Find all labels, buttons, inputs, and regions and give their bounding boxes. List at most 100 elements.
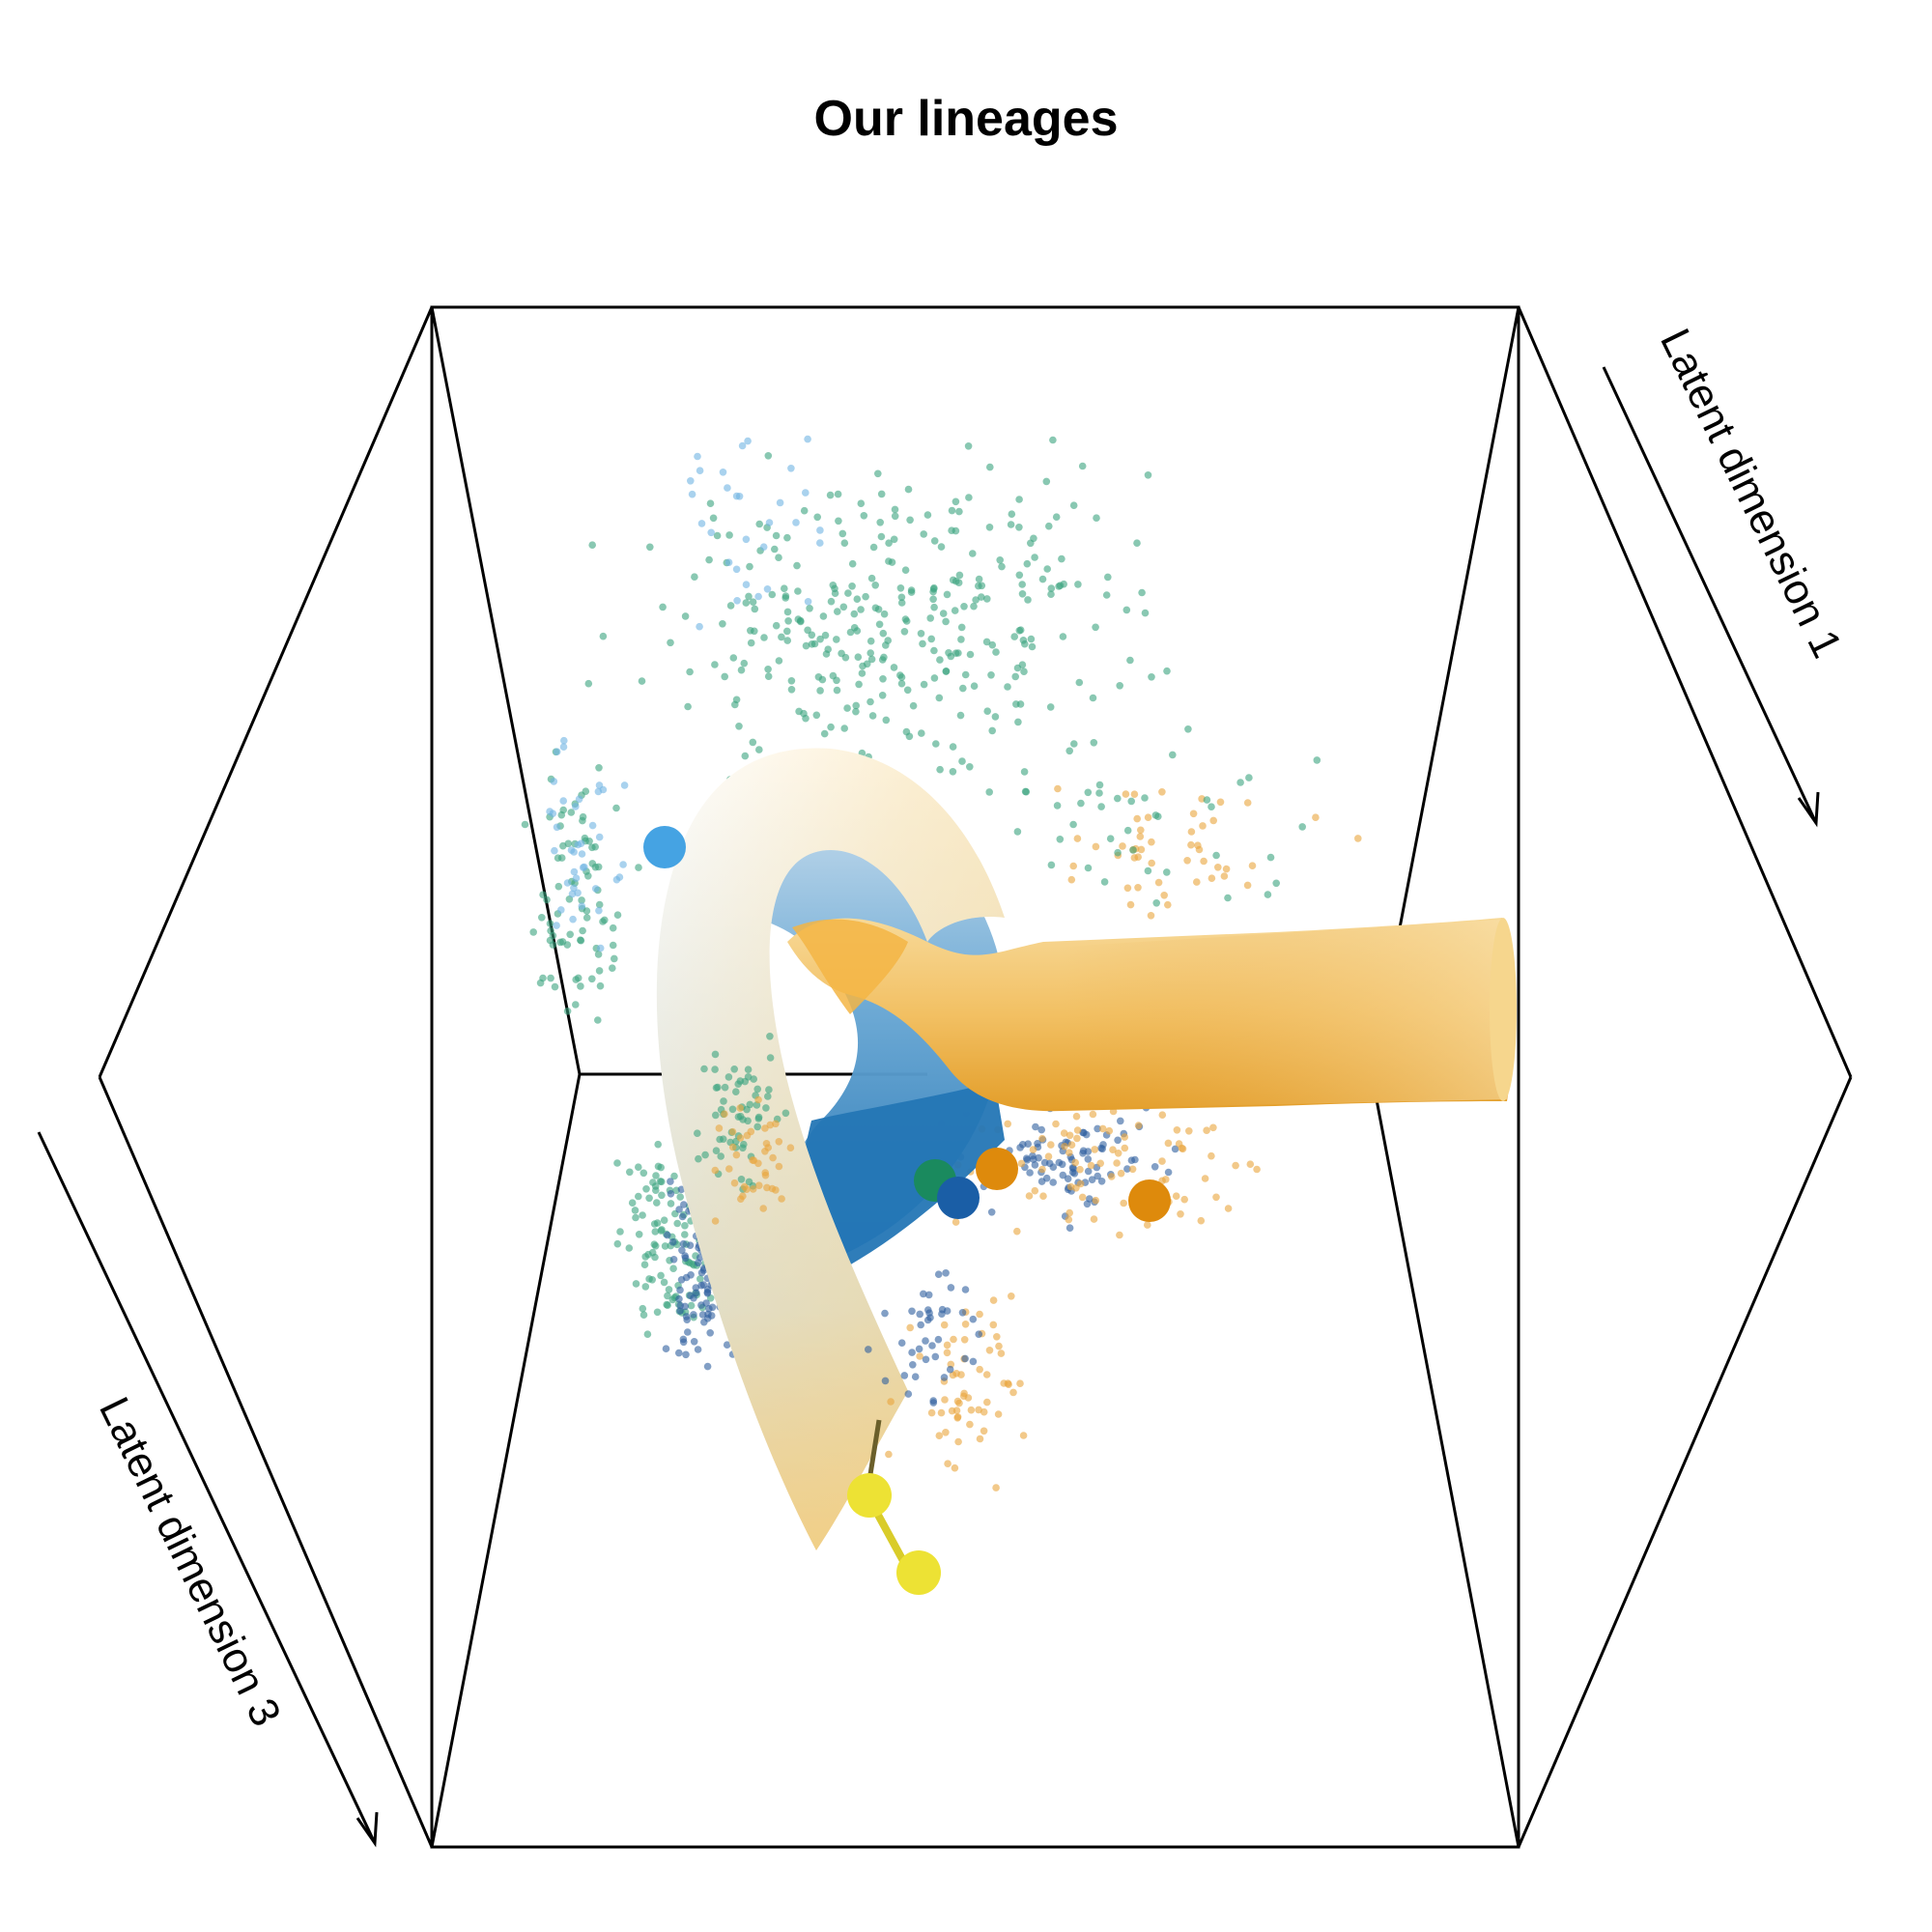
cell-point-orange — [952, 1370, 960, 1378]
cell-point-light-blue — [694, 452, 701, 461]
cell-point-teal-green — [625, 1244, 634, 1252]
cell-point-teal-green — [649, 1179, 657, 1186]
cell-point-orange — [916, 1352, 923, 1360]
cell-point-teal-green — [808, 631, 816, 639]
cell-point-teal-green — [978, 593, 985, 601]
cell-point-teal-green — [626, 1168, 634, 1177]
cell-point-teal-green — [839, 603, 848, 611]
cell-point-teal-green — [794, 587, 802, 595]
cell-point-teal-green — [681, 612, 690, 620]
cell-point-teal-green — [700, 1065, 708, 1073]
cell-point-teal-green — [658, 1191, 666, 1200]
cell-point-dark-blue — [1171, 1145, 1179, 1153]
cell-point-light-blue — [578, 902, 586, 910]
cell-point-teal-green — [1030, 534, 1037, 543]
cell-point-teal-green — [781, 584, 788, 592]
cell-point-teal-green — [896, 584, 905, 592]
cell-point-teal-green — [709, 514, 718, 523]
cell-point-light-blue — [759, 543, 768, 551]
cell-point-teal-green — [734, 1113, 743, 1121]
cell-point-teal-green — [766, 1054, 775, 1062]
cell-point-orange — [1248, 862, 1257, 869]
cell-point-orange — [966, 1420, 974, 1429]
cell-point-dark-blue — [1088, 1176, 1096, 1183]
cell-point-dark-blue — [684, 1328, 692, 1336]
cell-point-teal-green — [751, 605, 759, 613]
cell-point-teal-green — [669, 1264, 677, 1272]
cell-point-teal-green — [611, 954, 618, 963]
cell-point-teal-green — [972, 596, 980, 604]
cell-point-orange — [761, 1124, 769, 1132]
cell-point-orange — [1114, 1150, 1122, 1157]
cell-point-light-blue — [551, 846, 558, 855]
cell-point-teal-green — [1148, 673, 1155, 681]
cell-point-teal-green — [1095, 781, 1104, 789]
cell-point-light-blue — [688, 490, 696, 498]
cell-point-teal-green — [1102, 591, 1111, 599]
cell-point-light-blue — [569, 915, 577, 923]
cell-point-teal-green — [897, 599, 906, 607]
cell-point-dark-blue — [679, 1239, 688, 1248]
cell-point-teal-green — [639, 1211, 646, 1219]
cell-point-dark-blue — [676, 1307, 684, 1315]
cell-point-dark-blue — [920, 1290, 927, 1298]
cell-point-teal-green — [988, 640, 997, 649]
cell-point-orange — [952, 1218, 960, 1226]
cell-point-light-blue — [763, 585, 772, 593]
cell-point-dark-blue — [697, 1301, 705, 1309]
cell-point-light-blue — [572, 803, 580, 810]
cell-point-teal-green — [594, 1016, 602, 1024]
cell-point-teal-green — [609, 964, 616, 972]
cell-points-front — [694, 1033, 1028, 1492]
cell-point-light-blue — [596, 944, 605, 952]
cell-point-orange — [1200, 857, 1208, 866]
cell-point-teal-green — [855, 680, 863, 689]
cell-point-teal-green — [641, 1253, 649, 1261]
cell-point-teal-green — [676, 1193, 684, 1201]
cell-point-teal-green — [650, 1220, 659, 1228]
cell-point-light-blue — [697, 520, 706, 527]
cell-point-dark-blue — [1099, 1141, 1107, 1149]
cell-point-dark-blue — [667, 1190, 675, 1198]
cell-point-dark-blue — [943, 1307, 952, 1315]
cell-point-orange — [1122, 790, 1130, 798]
cell-point-dark-blue — [924, 1291, 933, 1299]
cell-point-teal-green — [1151, 811, 1160, 819]
cell-point-teal-green — [927, 635, 935, 643]
cell-point-teal-green — [975, 575, 983, 583]
cell-point-light-blue — [595, 833, 604, 841]
cell-point-orange — [1253, 1165, 1261, 1174]
cell-point-dark-blue — [961, 1354, 969, 1363]
cell-point-teal-green — [1022, 787, 1031, 796]
cell-point-orange — [1134, 884, 1142, 892]
cell-point-teal-green — [572, 1001, 580, 1009]
cell-point-orange — [1144, 1221, 1151, 1229]
cell-point-teal-green — [1236, 779, 1244, 786]
cell-point-dark-blue — [697, 1268, 706, 1277]
cell-point-light-blue — [776, 498, 784, 507]
cell-point-teal-green — [1245, 774, 1253, 781]
cell-point-orange — [906, 1323, 914, 1332]
cell-point-teal-green — [1224, 894, 1232, 902]
cell-point-orange — [1017, 1159, 1026, 1168]
cell-point-orange — [761, 1171, 770, 1179]
cell-point-light-blue — [591, 885, 600, 893]
cell-point-orange — [1067, 875, 1076, 884]
cell-point-orange — [1039, 1192, 1047, 1200]
cell-point-teal-green — [764, 666, 772, 673]
cell-point-light-blue — [765, 519, 774, 526]
cell-point-teal-green — [667, 639, 674, 647]
cell-point-teal-green — [747, 639, 755, 647]
cell-point-orange — [1087, 1161, 1095, 1170]
cell-point-orange — [1130, 790, 1139, 798]
cell-point-teal-green — [1152, 899, 1160, 907]
cell-point-teal-green — [639, 1304, 647, 1313]
cell-point-teal-green — [582, 787, 590, 795]
cell-point-orange — [1025, 1192, 1034, 1200]
cell-point-orange — [989, 1321, 998, 1329]
cell-point-light-blue — [732, 565, 741, 574]
cell-point-dark-blue — [969, 1357, 978, 1366]
cell-point-light-blue — [550, 778, 558, 785]
cell-point-teal-green — [1065, 747, 1073, 755]
cell-point-teal-green — [897, 673, 906, 681]
